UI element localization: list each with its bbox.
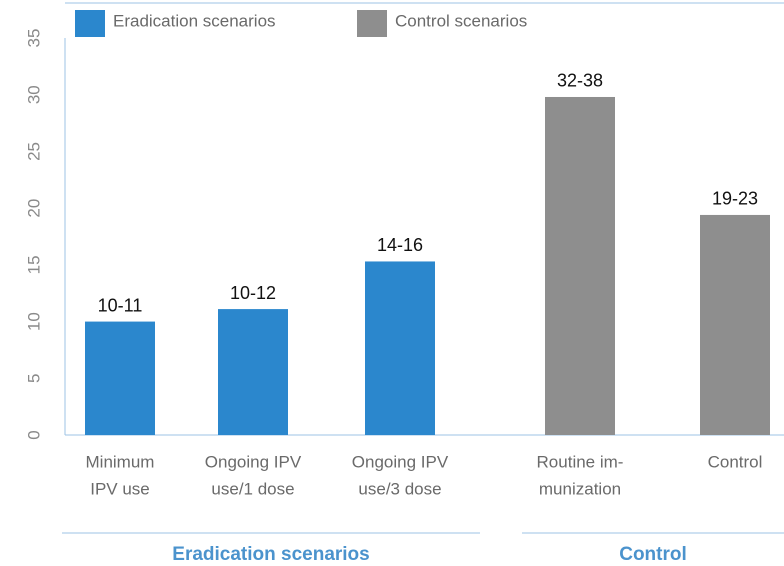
x-tick-label: Routine im-	[537, 452, 624, 471]
legend-label: Eradication scenarios	[113, 11, 276, 30]
value-label: 10-11	[98, 295, 143, 315]
y-tick-label: 15	[24, 255, 43, 274]
group-label: Eradication scenarios	[172, 544, 369, 565]
bar	[545, 96, 615, 436]
group-label: Control	[619, 544, 687, 565]
legend-label: Control scenarios	[395, 11, 527, 30]
bar	[365, 261, 435, 435]
bar	[700, 214, 770, 435]
bar	[85, 321, 155, 435]
x-tick-label: munization	[539, 479, 621, 498]
x-tick-label: Minimum	[86, 452, 155, 471]
value-label: 10-12	[230, 283, 276, 303]
y-tick-label: 35	[24, 29, 43, 48]
value-label: 14-16	[377, 235, 423, 255]
x-tick-label: Ongoing IPV	[352, 452, 449, 471]
bar	[218, 309, 288, 435]
y-tick-label: 25	[24, 142, 43, 161]
legend-swatch	[357, 10, 387, 37]
y-tick-label: 0	[24, 430, 43, 439]
x-tick-label: Control	[708, 452, 763, 471]
value-label: 32-38	[557, 71, 603, 91]
y-tick-label: 10	[24, 312, 43, 331]
legend-swatch	[75, 10, 105, 37]
x-tick-label: IPV use	[90, 479, 150, 498]
y-tick-label: 20	[24, 199, 43, 218]
x-tick-label: Ongoing IPV	[205, 452, 302, 471]
x-tick-label: use/1 dose	[211, 479, 294, 498]
x-tick-label: use/3 dose	[358, 479, 441, 498]
y-tick-label: 5	[24, 374, 43, 383]
value-label: 19-23	[712, 189, 758, 209]
y-tick-label: 30	[24, 85, 43, 104]
